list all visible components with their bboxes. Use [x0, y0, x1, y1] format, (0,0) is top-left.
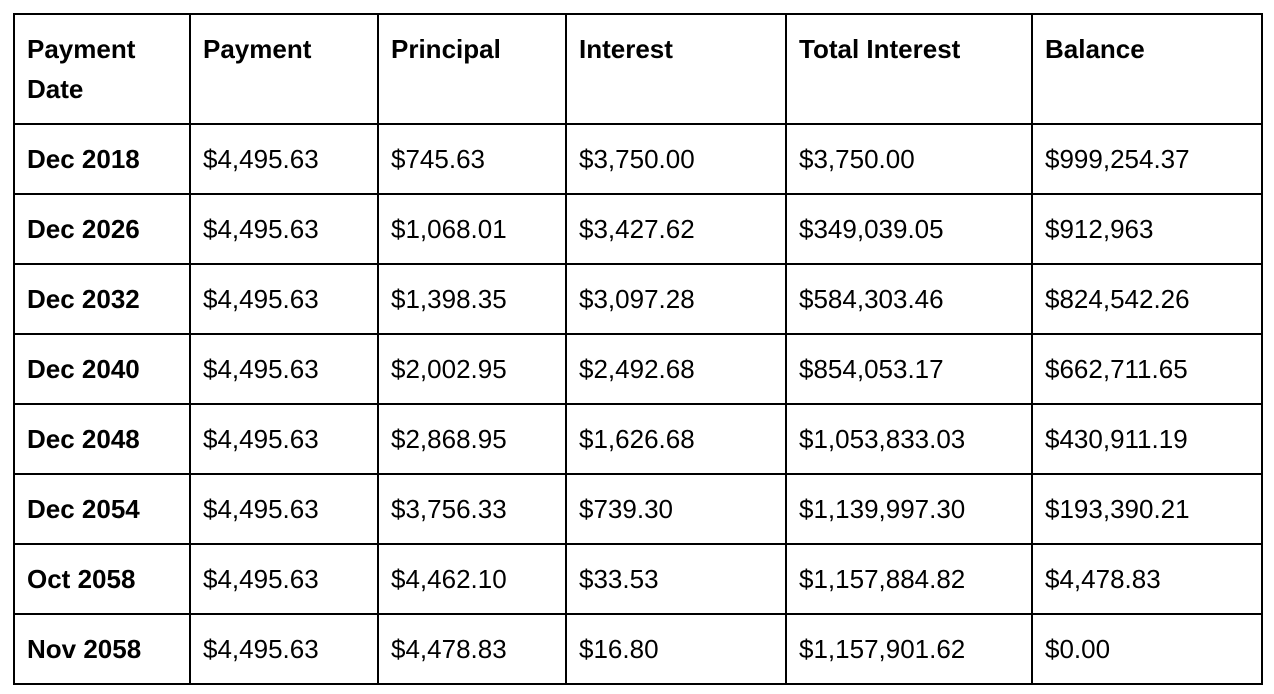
cell-balance: $662,711.65 [1031, 333, 1263, 405]
cell-payment-date: Dec 2018 [13, 123, 191, 195]
cell-principal: $2,868.95 [377, 403, 567, 475]
cell-balance: $999,254.37 [1031, 123, 1263, 195]
cell-payment-date: Dec 2048 [13, 403, 191, 475]
cell-interest: $3,427.62 [565, 193, 787, 265]
cell-payment: $4,495.63 [189, 123, 379, 195]
table-row: Dec 2048 $4,495.63 $2,868.95 $1,626.68 $… [13, 403, 1263, 475]
table-row: Dec 2026 $4,495.63 $1,068.01 $3,427.62 $… [13, 193, 1263, 265]
cell-total-interest: $1,139,997.30 [785, 473, 1033, 545]
cell-payment-date: Dec 2026 [13, 193, 191, 265]
header-row: Payment Date Payment Principal Interest … [13, 13, 1263, 125]
cell-principal: $4,478.83 [377, 613, 567, 685]
cell-payment: $4,495.63 [189, 543, 379, 615]
cell-total-interest: $854,053.17 [785, 333, 1033, 405]
header-payment: Payment [189, 13, 379, 125]
cell-total-interest: $1,157,901.62 [785, 613, 1033, 685]
cell-interest: $33.53 [565, 543, 787, 615]
table-row: Dec 2032 $4,495.63 $1,398.35 $3,097.28 $… [13, 263, 1263, 335]
header-balance: Balance [1031, 13, 1263, 125]
cell-total-interest: $3,750.00 [785, 123, 1033, 195]
cell-balance: $4,478.83 [1031, 543, 1263, 615]
cell-balance: $912,963 [1031, 193, 1263, 265]
cell-total-interest: $584,303.46 [785, 263, 1033, 335]
cell-total-interest: $1,157,884.82 [785, 543, 1033, 615]
cell-payment: $4,495.63 [189, 193, 379, 265]
table-row: Dec 2054 $4,495.63 $3,756.33 $739.30 $1,… [13, 473, 1263, 545]
cell-payment: $4,495.63 [189, 473, 379, 545]
cell-payment-date: Dec 2054 [13, 473, 191, 545]
cell-interest: $739.30 [565, 473, 787, 545]
cell-interest: $16.80 [565, 613, 787, 685]
amortization-table: Payment Date Payment Principal Interest … [13, 13, 1263, 685]
table-row: Nov 2058 $4,495.63 $4,478.83 $16.80 $1,1… [13, 613, 1263, 685]
header-payment-date: Payment Date [13, 13, 191, 125]
cell-payment-date: Dec 2032 [13, 263, 191, 335]
cell-principal: $2,002.95 [377, 333, 567, 405]
cell-principal: $1,068.01 [377, 193, 567, 265]
table-row: Dec 2018 $4,495.63 $745.63 $3,750.00 $3,… [13, 123, 1263, 195]
cell-principal: $1,398.35 [377, 263, 567, 335]
cell-payment: $4,495.63 [189, 263, 379, 335]
header-interest: Interest [565, 13, 787, 125]
cell-balance: $193,390.21 [1031, 473, 1263, 545]
cell-principal: $3,756.33 [377, 473, 567, 545]
cell-interest: $3,750.00 [565, 123, 787, 195]
cell-balance: $430,911.19 [1031, 403, 1263, 475]
cell-balance: $0.00 [1031, 613, 1263, 685]
cell-payment: $4,495.63 [189, 613, 379, 685]
cell-payment: $4,495.63 [189, 403, 379, 475]
cell-interest: $2,492.68 [565, 333, 787, 405]
table-row: Oct 2058 $4,495.63 $4,462.10 $33.53 $1,1… [13, 543, 1263, 615]
cell-principal: $4,462.10 [377, 543, 567, 615]
header-principal: Principal [377, 13, 567, 125]
cell-total-interest: $349,039.05 [785, 193, 1033, 265]
cell-payment-date: Dec 2040 [13, 333, 191, 405]
cell-total-interest: $1,053,833.03 [785, 403, 1033, 475]
cell-interest: $1,626.68 [565, 403, 787, 475]
cell-principal: $745.63 [377, 123, 567, 195]
cell-balance: $824,542.26 [1031, 263, 1263, 335]
cell-payment-date: Oct 2058 [13, 543, 191, 615]
cell-payment: $4,495.63 [189, 333, 379, 405]
cell-payment-date: Nov 2058 [13, 613, 191, 685]
table-row: Dec 2040 $4,495.63 $2,002.95 $2,492.68 $… [13, 333, 1263, 405]
cell-interest: $3,097.28 [565, 263, 787, 335]
header-total-interest: Total Interest [785, 13, 1033, 125]
